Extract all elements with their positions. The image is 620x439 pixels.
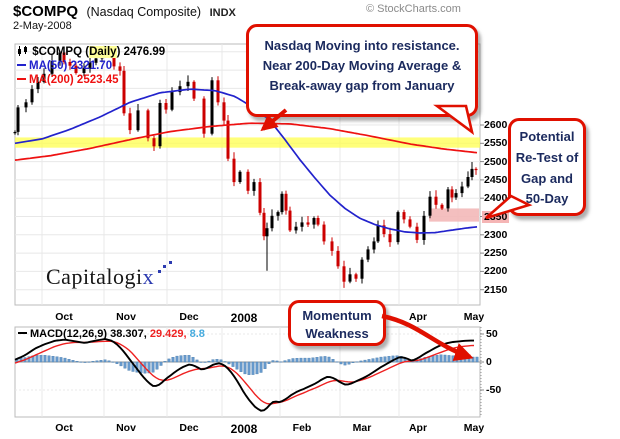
x-axis-label: 2008 xyxy=(230,311,258,325)
watermark-dot-icon xyxy=(163,265,166,268)
watermark-x: x xyxy=(142,264,155,289)
momentum-annotation: Momentum Weakness xyxy=(288,300,386,346)
ma50-swatch-icon xyxy=(17,63,26,66)
macd-x-axis-label: 2008 xyxy=(230,422,258,436)
macd-x-axis-label: Dec xyxy=(179,422,199,434)
ticker-name: (Nasdaq Composite) xyxy=(86,5,202,19)
y-axis-label: 2250 xyxy=(484,247,508,259)
watermark-text: Capitalogi xyxy=(46,264,143,289)
capitalogix-watermark: Capitalogix xyxy=(46,261,172,290)
ma200-legend-row: MA(200) 2523.45 xyxy=(17,73,165,87)
y-axis-label: 2600 xyxy=(484,119,508,131)
macd-value: MACD(12,26,9) 38.307, xyxy=(30,328,147,340)
x-axis-label: Oct xyxy=(55,311,73,323)
legend-period: Daily xyxy=(89,46,117,58)
macd-x-axis-label: Nov xyxy=(116,422,136,434)
ma200-legend: MA(200) 2523.45 xyxy=(29,74,119,86)
price-legend-row: $COMPQ (Daily) 2476.99 xyxy=(17,45,165,59)
y-axis-label: 2550 xyxy=(484,137,508,149)
watermark-dot-icon xyxy=(158,270,161,273)
macd-x-axis-label: Apr xyxy=(408,422,428,434)
chart-style-icon xyxy=(18,46,27,56)
y-axis-label: 2200 xyxy=(484,265,508,277)
macd-y-axis-label: -50 xyxy=(486,384,502,396)
ma200-swatch-icon xyxy=(17,77,26,80)
y-axis-label: 2500 xyxy=(484,156,508,168)
stockcharts-copyright: © StockCharts.com xyxy=(366,3,461,15)
ticker-exchange: INDX xyxy=(209,7,236,19)
macd-hist-value: 8.8 xyxy=(189,328,205,340)
retest-annotation: Potential Re-Test of Gap and 50-Day xyxy=(508,118,586,216)
ma50-legend: MA(50) 2321.70 xyxy=(29,60,113,72)
y-axis-label: 2450 xyxy=(484,174,508,186)
y-axis-label: 2400 xyxy=(484,192,508,204)
legend-last-value: ) 2476.99 xyxy=(116,46,166,58)
watermark-dot-icon xyxy=(169,261,172,264)
resistance-annotation: Nasdaq Moving into resistance. Near 200-… xyxy=(246,24,478,117)
x-axis-label: Nov xyxy=(116,311,136,323)
x-axis-label: Dec xyxy=(179,311,199,323)
macd-x-axis-label: Feb xyxy=(292,422,312,434)
chart-date: 2-May-2008 xyxy=(13,20,72,32)
macd-y-axis-label: 0 xyxy=(486,356,492,368)
x-axis-label: Apr xyxy=(408,311,428,323)
macd-swatch-icon xyxy=(18,332,27,335)
macd-x-axis-label: Mar xyxy=(352,422,372,434)
macd-legend: MACD(12,26,9) 38.307, 29.429, 8.8 xyxy=(18,328,205,340)
legend-symbol-pre: $COMPQ ( xyxy=(32,46,90,58)
chart-title: $COMPQ (Nasdaq Composite) INDX xyxy=(13,3,236,21)
macd-x-axis-label: Oct xyxy=(55,422,73,434)
y-axis-label: 2300 xyxy=(484,229,508,241)
x-axis-label: May xyxy=(463,311,485,323)
macd-signal-value: 29.429, xyxy=(149,328,187,340)
y-axis-label: 2150 xyxy=(484,284,508,296)
macd-y-axis-label: 50 xyxy=(486,328,498,340)
ticker-symbol: $COMPQ xyxy=(13,3,79,20)
price-legend: $COMPQ (Daily) 2476.99 MA(50) 2321.70 MA… xyxy=(17,45,165,87)
ma50-legend-row: MA(50) 2321.70 xyxy=(17,59,165,73)
macd-x-axis-label: May xyxy=(463,422,485,434)
y-axis-label: 2350 xyxy=(482,211,510,223)
